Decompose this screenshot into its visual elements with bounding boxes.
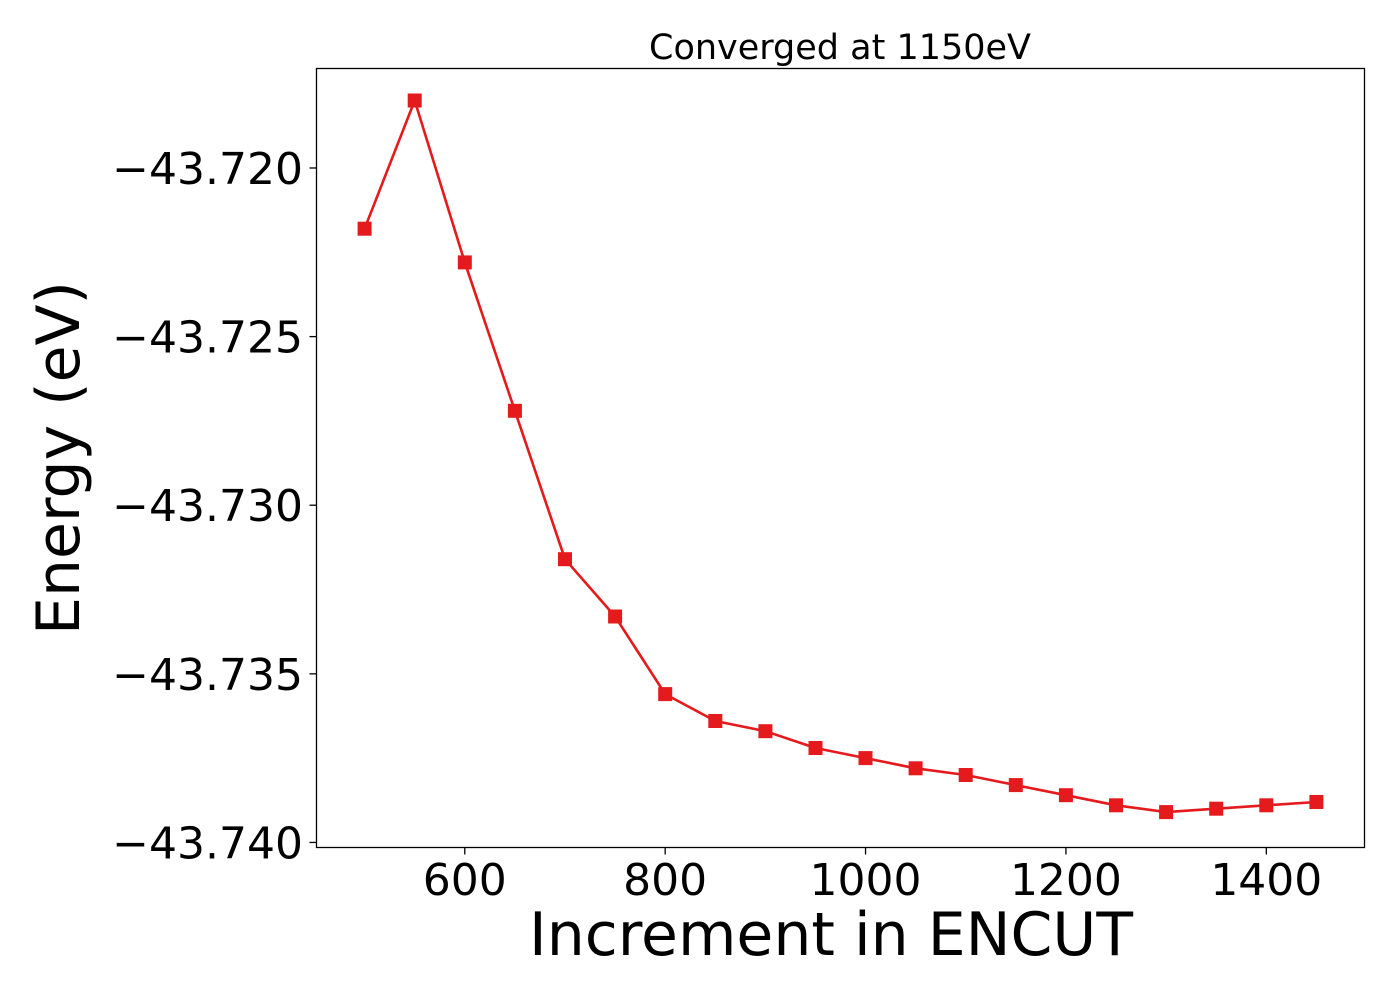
chart-title: Converged at 1150eV — [649, 28, 1031, 68]
data-point-marker — [1259, 798, 1274, 813]
y-tick-label: −43.735 — [112, 650, 303, 701]
data-point-marker — [908, 761, 923, 776]
y-axis-label: Energy (eV) — [24, 281, 94, 635]
x-axis: 600 800 1000 1200 1400 — [423, 847, 1322, 906]
plot-area-frame — [315, 67, 1366, 849]
data-point-marker — [558, 552, 572, 567]
y-axis: −43.720 −43.725 −43.730 −43.735 −43.740 — [112, 144, 317, 869]
data-point-marker — [708, 714, 723, 728]
y-tick-label: −43.720 — [112, 144, 303, 195]
data-point-marker — [1309, 795, 1324, 809]
data-point-marker — [658, 687, 673, 702]
data-point-marker — [958, 768, 973, 782]
y-tick-label: −43.725 — [112, 313, 303, 364]
data-point-marker — [608, 609, 623, 624]
x-axis-label: Increment in ENCUT — [529, 900, 1133, 970]
y-tick-label: −43.730 — [112, 481, 303, 532]
data-point-marker — [357, 221, 372, 236]
series-line — [363, 99, 1317, 814]
data-point-marker — [808, 741, 823, 755]
x-tick-label: 600 — [423, 855, 507, 906]
data-point-marker — [1209, 801, 1224, 816]
data-point-marker — [1058, 788, 1073, 803]
y-tick-label: −43.740 — [112, 818, 303, 869]
data-point-marker — [1109, 798, 1123, 813]
data-point-marker — [1159, 805, 1174, 820]
x-tick-label: 1400 — [1210, 855, 1322, 906]
data-point-marker — [457, 255, 472, 270]
data-point-marker — [758, 724, 773, 739]
data-point-marker — [1008, 778, 1023, 793]
data-point-marker — [507, 403, 522, 418]
data-series — [357, 93, 1324, 820]
data-point-marker — [858, 751, 873, 766]
x-tick-label: 800 — [623, 855, 707, 906]
data-point-marker — [407, 93, 422, 108]
x-tick-label: 1000 — [810, 855, 922, 906]
x-tick-label: 1200 — [1010, 855, 1122, 906]
